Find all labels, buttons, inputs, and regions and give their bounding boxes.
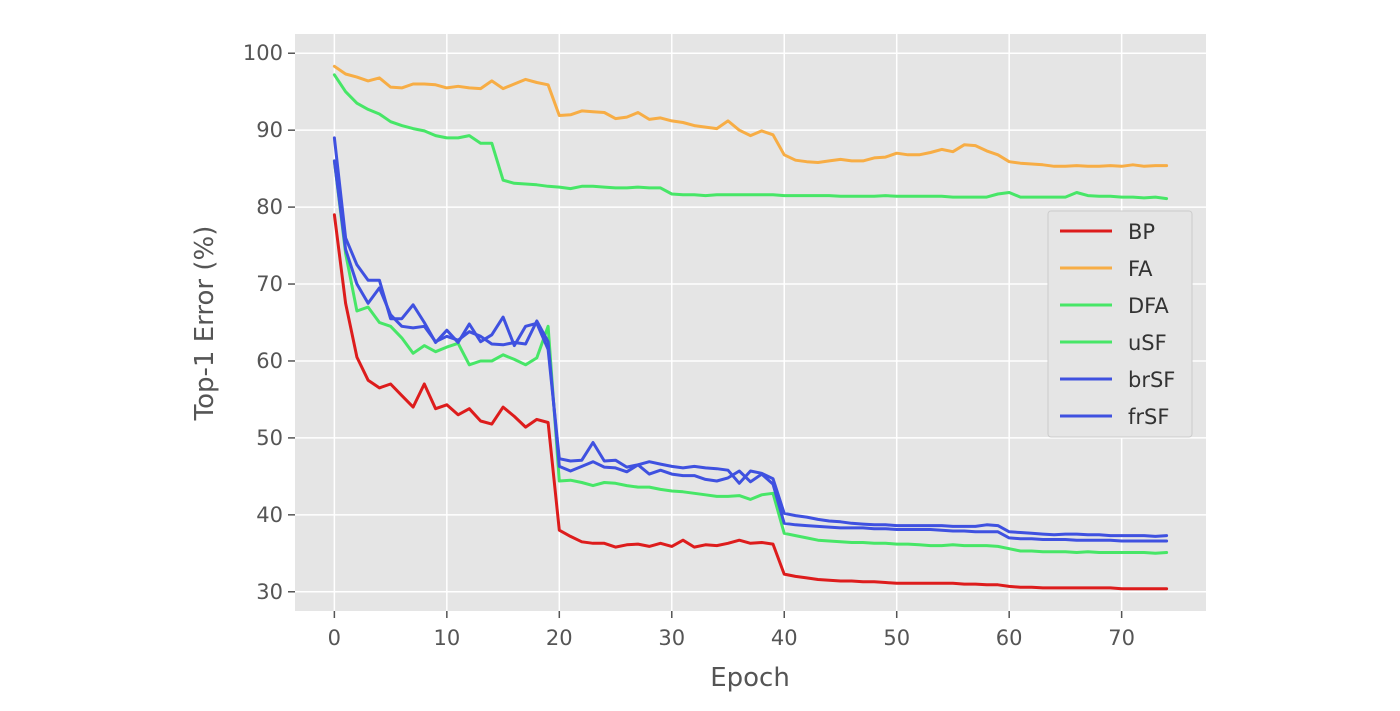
y-tick-label: 90 (256, 118, 283, 142)
grid-lines (295, 34, 1206, 611)
legend-label-dfa: DFA (1128, 294, 1169, 318)
legend-label-brsf: brSF (1128, 368, 1175, 392)
series-line-brsf (332, 136, 1169, 538)
series-line-fa (332, 64, 1169, 168)
y-tick-label: 60 (256, 349, 283, 373)
x-axis-label: Epoch (710, 663, 790, 693)
y-tick-label: 70 (256, 272, 283, 296)
legend-box (1047, 210, 1193, 438)
series-line-bp (332, 213, 1169, 591)
x-tick-label: 60 (996, 626, 1023, 650)
x-tick-label: 40 (771, 626, 798, 650)
legend: BP FA DFA uSF brSF frSF (1047, 210, 1193, 438)
x-tick-label: 20 (546, 626, 573, 650)
legend-label-bp: BP (1128, 220, 1155, 244)
x-tick-label: 30 (658, 626, 685, 650)
x-tick-label: 50 (883, 626, 910, 650)
y-tick-label: 40 (256, 503, 283, 527)
axis-ticks: 0 10 20 30 40 50 60 70 30 40 50 60 70 80 90 100 (243, 41, 1135, 650)
legend-label-usf: uSF (1128, 331, 1167, 355)
legend-label-frsf: frSF (1128, 405, 1169, 429)
series-layer (332, 64, 1169, 591)
x-tick-label: 0 (328, 626, 341, 650)
y-tick-label: 100 (243, 41, 283, 65)
y-axis-label: Top-1 Error (%) (190, 226, 220, 422)
y-tick-label: 50 (256, 426, 283, 450)
series-line-frsf (332, 159, 1169, 543)
y-tick-label: 30 (256, 580, 283, 604)
legend-label-fa: FA (1128, 257, 1153, 281)
y-tick-label: 80 (256, 195, 283, 219)
x-tick-label: 70 (1108, 626, 1135, 650)
series-line-usf (332, 159, 1169, 555)
x-tick-label: 10 (433, 626, 460, 650)
series-line-dfa (332, 73, 1169, 201)
